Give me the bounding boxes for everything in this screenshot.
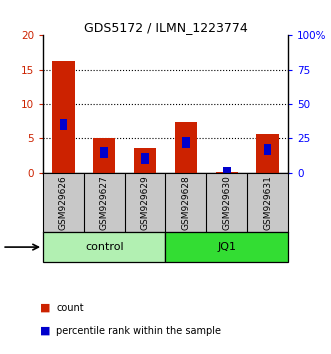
Bar: [182, 137, 190, 148]
Bar: [263, 144, 271, 155]
Bar: [175, 122, 197, 173]
Bar: [141, 154, 149, 165]
Text: JQ1: JQ1: [217, 242, 236, 252]
Bar: [60, 119, 68, 130]
Text: GSM929630: GSM929630: [222, 175, 231, 230]
Bar: [93, 138, 116, 173]
Text: percentile rank within the sample: percentile rank within the sample: [56, 326, 221, 336]
Text: ■: ■: [40, 326, 50, 336]
Bar: [134, 148, 156, 173]
Text: control: control: [85, 242, 123, 252]
Text: ■: ■: [40, 303, 50, 313]
Bar: [43, 232, 166, 262]
Title: GDS5172 / ILMN_1223774: GDS5172 / ILMN_1223774: [84, 21, 247, 34]
Bar: [52, 61, 75, 173]
Bar: [166, 232, 288, 262]
Bar: [223, 167, 231, 178]
Bar: [256, 133, 279, 173]
Text: count: count: [56, 303, 84, 313]
Bar: [100, 147, 108, 158]
Text: GSM929628: GSM929628: [181, 175, 190, 230]
Text: GSM929629: GSM929629: [141, 175, 150, 230]
Text: GSM929631: GSM929631: [263, 175, 272, 230]
Text: GSM929627: GSM929627: [100, 175, 109, 230]
Text: GSM929626: GSM929626: [59, 175, 68, 230]
